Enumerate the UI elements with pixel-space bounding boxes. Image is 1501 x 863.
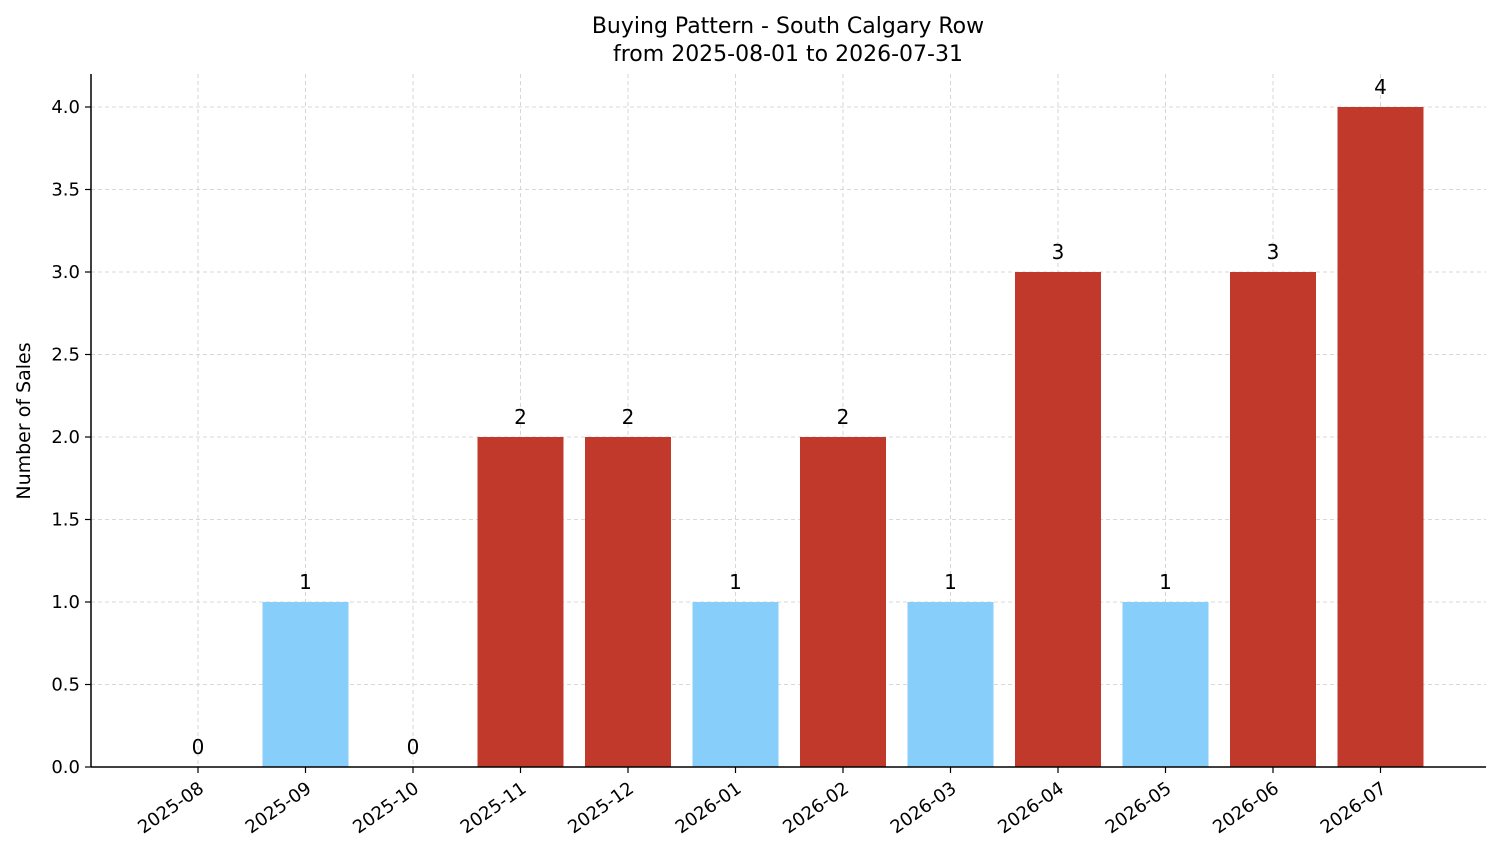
x-tick-label-2026-01: 2026-01 (672, 778, 746, 838)
bar-label-2026-05: 1 (1159, 570, 1172, 594)
y-tick-label-0: 0.0 (51, 757, 80, 778)
y-tick-label-1: 0.5 (51, 675, 80, 696)
y-tick-label-8: 4.0 (51, 97, 80, 118)
bar-label-2026-04: 3 (1052, 240, 1065, 264)
bar-2026-06 (1230, 272, 1316, 767)
bar-2026-02 (800, 437, 886, 767)
bar-label-2025-08: 0 (192, 735, 205, 759)
bar-2026-05 (1122, 602, 1209, 767)
x-tick-label-2026-04: 2026-04 (994, 778, 1068, 838)
bar-2026-04 (1015, 272, 1101, 767)
y-tick-label-4: 2.0 (51, 427, 80, 448)
bar-label-2025-09: 1 (299, 570, 312, 594)
x-tick-label-2026-03: 2026-03 (887, 778, 961, 838)
x-tick-label-2026-05: 2026-05 (1102, 778, 1176, 838)
bar-labels-layer: 0 1 0 2 2 1 2 1 3 1 3 4 (192, 75, 1387, 759)
x-tick-label-2026-07: 2026-07 (1317, 778, 1391, 838)
chart-title: Buying Pattern - South Calgary Row (592, 14, 984, 39)
bar-label-2026-02: 2 (837, 405, 850, 429)
bar-2026-01 (692, 602, 779, 767)
y-ticks-layer: 0.0 0.5 1.0 1.5 2.0 2.5 3.0 3.5 4.0 (51, 97, 91, 778)
y-axis-label: Number of Sales (13, 342, 35, 499)
bar-label-2025-12: 2 (622, 405, 635, 429)
x-tick-label-2025-09: 2025-09 (242, 778, 316, 838)
bar-label-2025-10: 0 (407, 735, 420, 759)
bar-label-2026-07: 4 (1374, 75, 1387, 99)
x-tick-label-2025-10: 2025-10 (349, 778, 423, 838)
bar-label-2026-01: 1 (729, 570, 742, 594)
x-tick-label-2025-12: 2025-12 (564, 778, 638, 838)
bar-label-2026-06: 3 (1267, 240, 1280, 264)
x-tick-label-2025-11: 2025-11 (457, 778, 531, 838)
bar-label-2026-03: 1 (944, 570, 957, 594)
bar-2026-07 (1337, 107, 1424, 767)
x-tick-label-2025-08: 2025-08 (134, 778, 208, 838)
bars-layer (262, 107, 1424, 767)
chart-subtitle: from 2025-08-01 to 2026-07-31 (613, 42, 963, 67)
bar-2025-11 (477, 437, 564, 767)
y-tick-label-5: 2.5 (51, 345, 80, 366)
x-ticks-layer: 2025-08 2025-09 2025-10 2025-11 2025-12 2026-… (134, 767, 1390, 838)
y-tick-label-2: 1.0 (51, 592, 80, 613)
bar-2026-03 (907, 602, 994, 767)
y-tick-label-6: 3.0 (51, 262, 80, 283)
bar-2025-12 (585, 437, 671, 767)
bar-2025-09 (262, 602, 349, 767)
bar-label-2025-11: 2 (514, 405, 527, 429)
x-tick-label-2026-02: 2026-02 (779, 778, 853, 838)
x-tick-label-2026-06: 2026-06 (1209, 778, 1283, 838)
y-tick-label-3: 1.5 (51, 510, 80, 531)
y-tick-label-7: 3.5 (51, 180, 80, 201)
